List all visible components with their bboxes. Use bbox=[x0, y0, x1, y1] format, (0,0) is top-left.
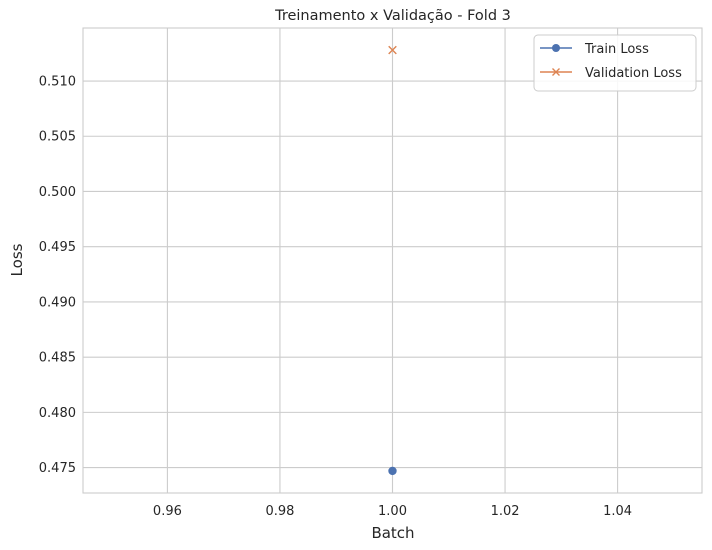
legend: Train Loss Validation Loss bbox=[533, 34, 697, 92]
y-tick-label: 0.495 bbox=[39, 240, 76, 255]
legend-item-validation: Validation Loss bbox=[540, 66, 682, 81]
legend-validation-label: Validation Loss bbox=[585, 66, 682, 81]
validation-loss-point bbox=[388, 45, 397, 55]
legend-box bbox=[533, 34, 697, 92]
y-tick-label: 0.500 bbox=[39, 185, 76, 200]
y-tick-label: 0.490 bbox=[39, 295, 76, 310]
y-axis-label: Loss bbox=[8, 243, 26, 276]
x-tick-label: 1.04 bbox=[603, 504, 632, 519]
x-tick-label: 1.02 bbox=[491, 504, 520, 519]
y-tick-label: 0.510 bbox=[39, 75, 76, 90]
y-tick-labels: 0.475 0.480 0.485 0.490 0.495 0.500 0.505 0.510 bbox=[39, 75, 76, 477]
y-tick-label: 0.480 bbox=[39, 406, 76, 421]
train-loss-point bbox=[388, 466, 397, 476]
legend-item-train: Train Loss bbox=[540, 42, 649, 57]
x-tick-label: 0.96 bbox=[153, 504, 182, 519]
plot-area bbox=[82, 27, 703, 494]
y-tick-label: 0.485 bbox=[39, 351, 76, 366]
x-tick-labels: 0.96 0.98 1.00 1.02 1.04 bbox=[153, 504, 632, 519]
chart-title: Treinamento x Validação - Fold 3 bbox=[274, 8, 511, 24]
legend-validation-marker bbox=[552, 68, 560, 76]
x-tick-label: 0.98 bbox=[265, 504, 294, 519]
legend-train-marker bbox=[552, 44, 560, 52]
grid bbox=[83, 28, 702, 493]
x-tick-label: 1.00 bbox=[378, 504, 407, 519]
legend-train-label: Train Loss bbox=[584, 42, 649, 57]
y-tick-label: 0.475 bbox=[39, 461, 76, 476]
x-axis-label: Batch bbox=[371, 524, 414, 542]
data-marks bbox=[388, 45, 397, 476]
y-tick-label: 0.505 bbox=[39, 130, 76, 145]
